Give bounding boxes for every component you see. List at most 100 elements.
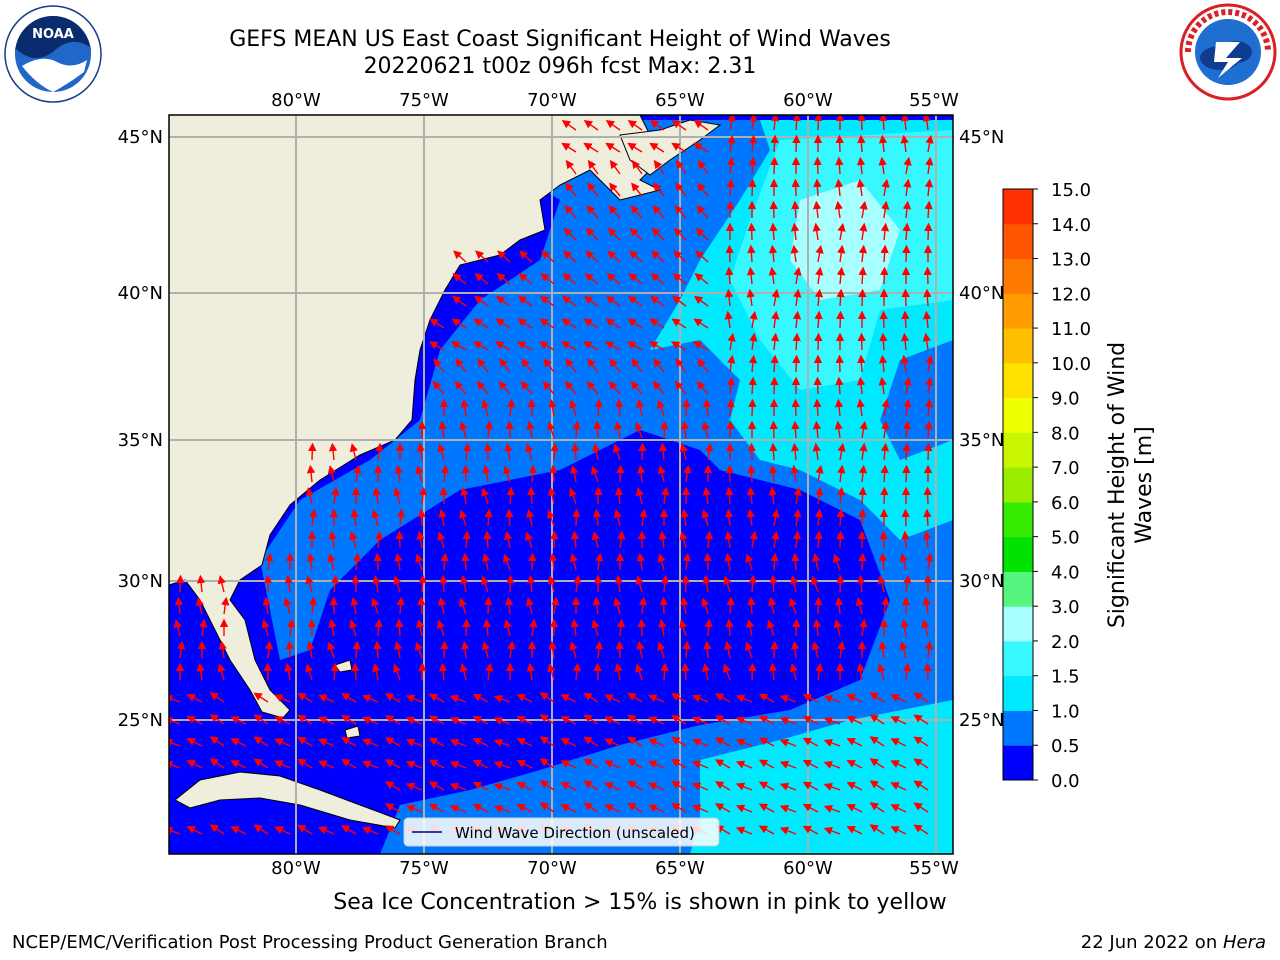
wind-wave-arrow bbox=[881, 200, 890, 219]
wind-wave-arrow bbox=[714, 737, 731, 747]
wind-wave-arrow bbox=[857, 115, 866, 131]
wind-wave-arrow bbox=[615, 398, 624, 417]
wind-wave-arrow bbox=[517, 295, 533, 307]
wind-wave-arrow bbox=[793, 486, 802, 505]
wind-wave-arrow bbox=[392, 663, 401, 681]
wind-wave-arrow bbox=[485, 662, 494, 681]
wind-wave-arrow bbox=[493, 804, 511, 813]
wind-wave-arrow bbox=[217, 663, 226, 681]
wind-wave-arrow bbox=[608, 205, 621, 219]
wind-wave-arrow bbox=[792, 310, 802, 329]
wind-wave-arrow bbox=[815, 464, 824, 483]
wind-wave-arrow bbox=[724, 508, 734, 527]
wind-wave-arrow bbox=[394, 640, 403, 659]
wind-wave-arrow bbox=[758, 737, 775, 747]
wind-wave-arrow bbox=[813, 156, 822, 175]
colorbar-segment bbox=[1003, 432, 1033, 468]
wind-wave-arrow bbox=[812, 200, 822, 219]
wind-wave-arrow bbox=[264, 640, 274, 659]
colorbar-segment bbox=[1003, 467, 1033, 503]
noaa-logo-text: NOAA bbox=[32, 27, 74, 42]
wind-wave-arrow bbox=[880, 244, 889, 263]
wind-wave-arrow bbox=[176, 574, 185, 593]
wind-wave-arrow bbox=[660, 574, 670, 593]
wind-wave-arrow bbox=[585, 250, 599, 263]
wind-wave-arrow bbox=[570, 618, 579, 637]
wind-wave-arrow bbox=[525, 443, 534, 461]
wind-wave-arrow bbox=[350, 508, 359, 527]
wind-wave-arrow bbox=[856, 178, 865, 197]
lon-label: 60°W bbox=[783, 90, 833, 111]
wind-wave-arrow bbox=[823, 782, 841, 791]
wind-wave-arrow bbox=[779, 782, 797, 791]
wind-wave-arrow bbox=[834, 596, 844, 615]
wind-wave-arrow bbox=[587, 182, 599, 197]
wind-wave-arrow bbox=[694, 273, 709, 285]
wind-wave-arrow bbox=[846, 826, 863, 835]
wind-wave-arrow bbox=[683, 464, 692, 483]
wind-wave-arrow bbox=[605, 120, 621, 131]
wind-wave-arrow bbox=[436, 619, 445, 637]
colorbar-tick-label: 7.0 bbox=[1051, 458, 1080, 479]
colorbar-segment bbox=[1003, 189, 1033, 225]
wind-wave-arrow bbox=[561, 142, 577, 153]
wind-wave-arrow bbox=[680, 420, 690, 439]
colorbar-frame bbox=[1002, 188, 1034, 781]
wind-wave-arrow bbox=[384, 715, 401, 725]
wind-wave-arrow bbox=[869, 736, 885, 747]
wind-wave-arrow bbox=[614, 662, 623, 681]
wind-wave-arrow bbox=[608, 380, 621, 395]
wind-wave-arrow bbox=[749, 530, 758, 549]
wind-wave-arrow bbox=[461, 552, 470, 571]
wind-wave-arrow bbox=[869, 714, 885, 725]
wind-wave-arrow bbox=[779, 760, 797, 769]
wind-wave-arrow bbox=[265, 552, 274, 571]
wind-wave-arrow bbox=[802, 737, 819, 747]
wind-wave-arrow bbox=[925, 376, 934, 395]
wind-wave-arrow bbox=[616, 464, 625, 483]
wind-wave-arrow bbox=[593, 420, 602, 439]
wind-wave-arrow bbox=[815, 662, 824, 681]
wind-wave-arrow bbox=[793, 266, 802, 285]
wind-wave-arrow bbox=[681, 574, 690, 593]
wind-wave-arrow bbox=[505, 508, 514, 527]
wind-wave-arrow bbox=[735, 716, 753, 725]
wind-wave-arrow bbox=[472, 715, 489, 725]
wind-wave-arrow bbox=[374, 530, 384, 549]
wind-wave-arrow bbox=[724, 530, 733, 549]
wind-wave-arrow bbox=[638, 442, 647, 461]
lon-label: 65°W bbox=[655, 858, 705, 879]
wind-wave-arrow bbox=[493, 782, 511, 791]
wind-wave-arrow bbox=[679, 531, 688, 549]
wind-wave-arrow bbox=[705, 442, 714, 461]
wind-wave-arrow bbox=[560, 694, 577, 703]
wind-wave-arrow bbox=[727, 332, 736, 351]
wind-wave-arrow bbox=[634, 421, 643, 439]
wind-wave-arrow bbox=[869, 824, 885, 835]
wind-wave-arrow bbox=[517, 318, 533, 329]
wind-wave-arrow bbox=[814, 508, 824, 527]
wind-wave-arrow bbox=[604, 782, 621, 791]
wind-wave-arrow bbox=[583, 120, 599, 131]
wind-wave-arrow bbox=[648, 738, 665, 747]
wind-wave-arrow bbox=[504, 442, 513, 461]
wind-wave-arrow bbox=[449, 716, 467, 725]
wind-wave-arrow bbox=[604, 760, 621, 769]
wind-wave-arrow bbox=[879, 310, 888, 329]
wind-wave-arrow bbox=[671, 715, 687, 725]
lat-label: 45°N bbox=[959, 127, 1004, 148]
wind-wave-arrow bbox=[547, 575, 556, 593]
lat-label: 40°N bbox=[959, 283, 1004, 304]
wind-wave-arrow bbox=[283, 597, 292, 615]
wave-band-cyan-south bbox=[690, 700, 953, 854]
wind-wave-arrow bbox=[881, 178, 890, 197]
wind-wave-arrow bbox=[586, 205, 599, 219]
wind-wave-arrow bbox=[439, 486, 448, 505]
wind-wave-arrow bbox=[649, 318, 665, 329]
wind-wave-arrow bbox=[591, 619, 600, 637]
wind-wave-arrow bbox=[671, 142, 687, 153]
wind-wave-arrow bbox=[626, 341, 643, 351]
wind-wave-arrow bbox=[789, 663, 798, 681]
wind-wave-arrow bbox=[349, 443, 358, 461]
wind-wave-arrow bbox=[274, 716, 291, 725]
